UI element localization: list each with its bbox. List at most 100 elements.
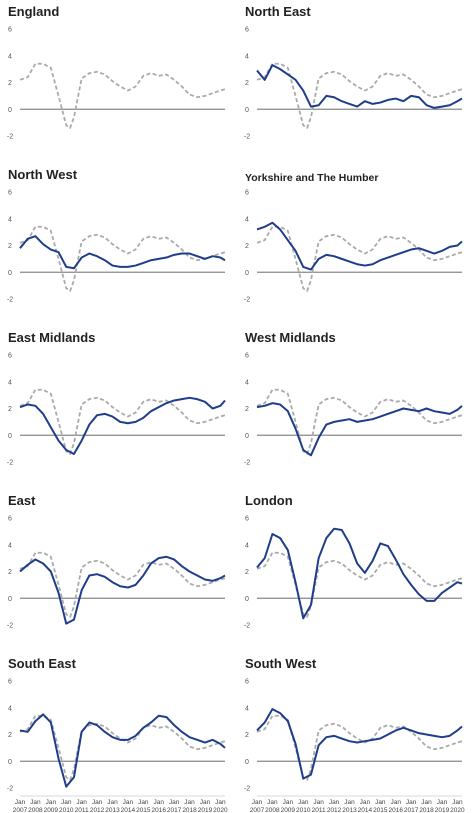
y-tick-label: 2 [245,80,249,87]
x-tick-label-year: 2016 [151,807,166,813]
chart-plot: -2 0 2 4 6 [244,516,463,630]
x-tick-label-year: 2015 [136,807,151,813]
x-tick-label-year: 2020 [213,807,228,813]
region-series-line [19,713,226,788]
chart-panel: England -2 0 2 4 6 [0,0,237,163]
x-tick-label-month: Jan [92,799,103,806]
y-tick-label: 4 [245,705,249,712]
chart-title: Yorkshire and The Humber [245,172,379,184]
chart-title: East Midlands [8,330,96,345]
x-tick-label-month: Jan [375,799,386,806]
x-tick-label-month: Jan [76,799,87,806]
y-tick-label: -2 [7,786,13,793]
x-tick-label-year: 2009 [44,807,59,813]
chart-plot: -2 0 2 4 6 [244,27,463,141]
y-tick-label: 0 [8,270,12,277]
y-tick-label: 6 [8,353,12,360]
y-tick-label: 0 [245,433,249,440]
england-series-line [19,551,226,618]
chart-plot: -2 0 2 4 6 [244,353,463,467]
region-series-line [19,555,226,625]
chart-title: East [8,493,36,508]
x-tick-label-year: 2008 [265,807,280,813]
england-series-line [256,551,463,618]
region-series-line [256,221,463,271]
y-tick-label: 2 [8,406,12,413]
y-tick-label: 4 [245,216,249,223]
y-tick-label: 2 [245,569,249,576]
x-tick-label-month: Jan [329,799,340,806]
y-tick-label: -2 [244,460,250,467]
x-tick-label-year: 2011 [75,807,89,813]
x-tick-label-year: 2017 [167,807,182,813]
y-tick-label: 6 [245,516,249,523]
x-tick-label-year: 2007 [13,807,28,813]
y-tick-label: 2 [245,732,249,739]
y-tick-label: 6 [245,353,249,360]
y-tick-label: 0 [245,759,249,766]
x-tick-label-month: Jan [169,799,180,806]
chart-title: North East [245,4,311,19]
chart-plot: -20246Jan2007Jan2008Jan2009Jan2010Jan201… [7,679,228,813]
y-tick-label: -2 [244,786,250,793]
x-tick-label-month: Jan [421,799,432,806]
chart-plot: -20246Jan2007Jan2008Jan2009Jan2010Jan201… [244,679,465,813]
y-tick-label: 6 [245,679,249,686]
region-series-line [256,527,463,620]
y-tick-label: 0 [8,107,12,114]
x-tick-label-month: Jan [184,799,195,806]
y-tick-label: 2 [8,569,12,576]
y-tick-label: 2 [245,406,249,413]
y-tick-label: -2 [7,460,13,467]
x-tick-label-month: Jan [390,799,401,806]
region-series-line [19,396,226,455]
chart-panel: North West -2 0 2 4 6 [0,163,237,326]
chart-plot: -2 0 2 4 6 [7,516,226,630]
chart-panel: East Midlands -2 0 2 4 6 [0,326,237,489]
x-tick-label-year: 2017 [404,807,419,813]
chart-plot: -2 0 2 4 6 [244,190,463,304]
england-series-line [256,62,463,129]
x-tick-label-year: 2018 [419,807,434,813]
x-tick-label-month: Jan [138,799,149,806]
y-tick-label: 0 [8,433,12,440]
x-tick-label-year: 2015 [373,807,388,813]
x-tick-label-year: 2012 [327,807,342,813]
x-tick-label-year: 2019 [435,807,450,813]
x-tick-label-year: 2010 [296,807,311,813]
england-series-line [256,225,463,292]
y-tick-label: -2 [7,297,13,304]
chart-title: North West [8,167,78,182]
chart-plot: -2 0 2 4 6 [7,190,226,304]
chart-panel: North East -2 0 2 4 6 [237,0,474,163]
x-tick-label-month: Jan [452,799,463,806]
y-tick-label: 4 [8,705,12,712]
chart-title: London [245,493,293,508]
y-tick-label: -2 [244,623,250,630]
y-tick-label: 6 [8,190,12,197]
chart-panel: South West -2 0 2 4 6 Jan 2007 Jan 2008 Jan 2009 Jan… [237,652,474,813]
england-series-line [256,388,463,455]
x-tick-label-month: Jan [252,799,263,806]
x-tick-label-month: Jan [215,799,226,806]
x-tick-label-year: 2014 [358,807,373,813]
region-series-line [19,235,226,270]
x-tick-label-month: Jan [360,799,371,806]
england-series-line [19,62,226,129]
y-tick-label: 6 [245,190,249,197]
y-tick-label: 2 [8,80,12,87]
y-tick-label: 0 [245,596,249,603]
y-tick-label: 4 [8,53,12,60]
chart-title: South West [245,656,317,671]
x-tick-label-year: 2007 [250,807,265,813]
england-series-line [19,714,226,781]
chart-panel: London -2 0 2 4 6 [237,489,474,652]
chart-panel: South East -2 0 2 4 6 Jan 2007 Jan 2008 Jan 2009 Jan… [0,652,237,813]
y-tick-label: 6 [8,679,12,686]
england-series-line [19,388,226,455]
region-series-line [256,64,463,109]
chart-title: West Midlands [245,330,336,345]
chart-plot: -2 0 2 4 6 [7,353,226,467]
x-tick-label-year: 2014 [121,807,136,813]
chart-panel: East -2 0 2 4 6 [0,489,237,652]
